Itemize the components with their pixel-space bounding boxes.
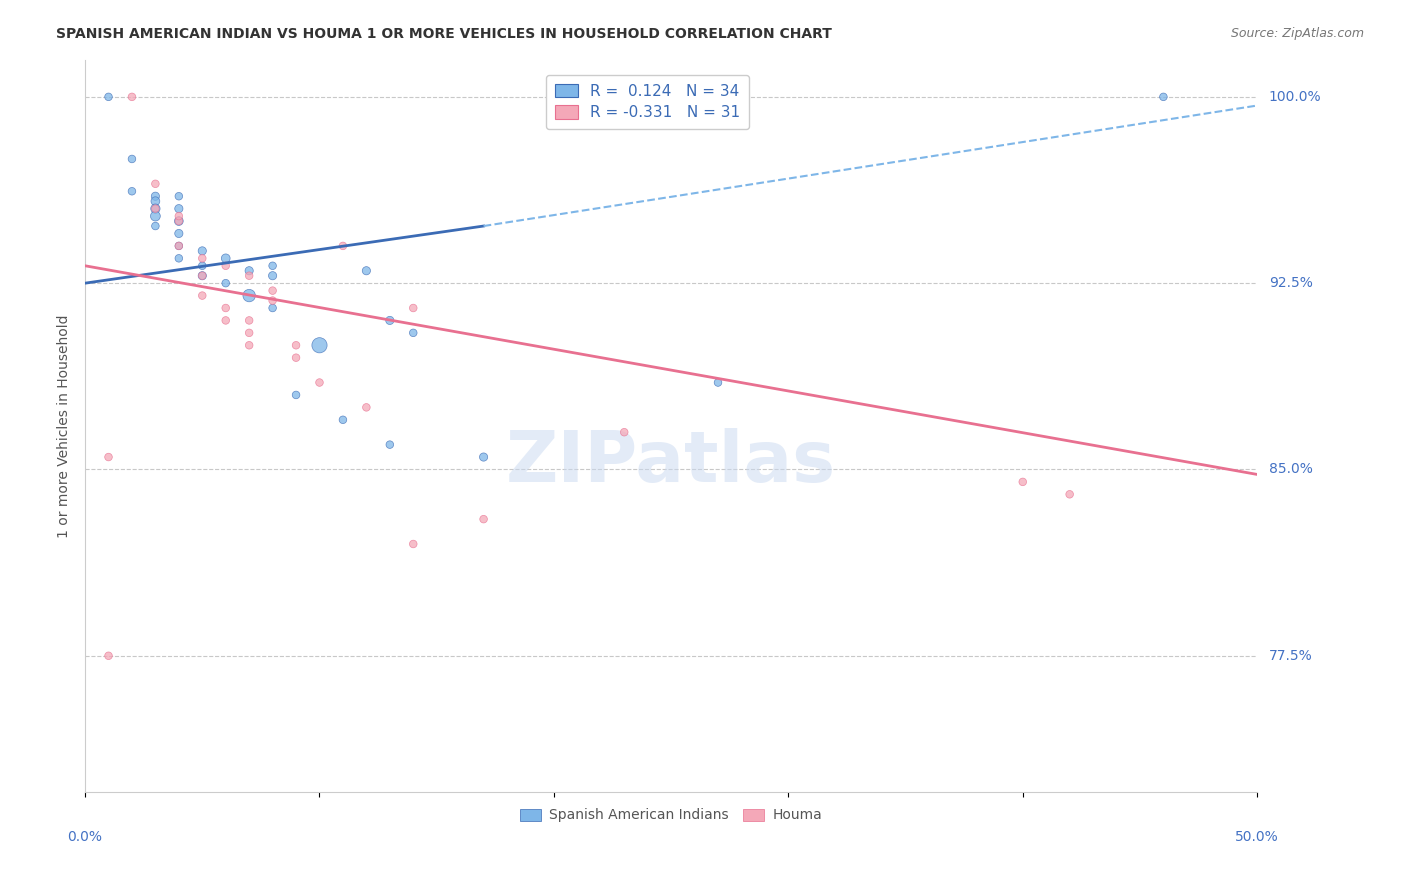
Text: 77.5%: 77.5% (1268, 648, 1313, 663)
Point (238, 264, 260, 278)
Text: 0.0%: 0.0% (67, 830, 103, 844)
Text: Source: ZipAtlas.com: Source: ZipAtlas.com (1230, 27, 1364, 40)
Point (121, 152, 143, 166)
Point (262, 284, 284, 298)
Legend: Spanish American Indians, Houma: Spanish American Indians, Houma (513, 802, 830, 830)
Point (238, 288, 260, 302)
Point (167, 189, 190, 203)
Point (145, 209, 167, 223)
Point (97, 90, 120, 104)
Point (145, 177, 167, 191)
Point (215, 276, 238, 290)
Point (191, 259, 214, 273)
Point (167, 202, 190, 216)
Point (167, 239, 190, 253)
Point (285, 338, 308, 352)
Point (167, 239, 190, 253)
Point (97, 648, 120, 663)
Text: 50.0%: 50.0% (1236, 830, 1279, 844)
Point (97, 450, 120, 464)
Point (215, 313, 238, 327)
Point (308, 338, 330, 352)
Point (145, 194, 167, 209)
Point (308, 376, 330, 390)
Point (167, 214, 190, 228)
Point (332, 413, 354, 427)
Point (262, 293, 284, 308)
Point (167, 209, 190, 223)
Point (145, 219, 167, 233)
Point (145, 189, 167, 203)
Point (472, 512, 495, 526)
Point (262, 268, 284, 283)
Point (262, 259, 284, 273)
Point (378, 437, 401, 451)
Point (191, 244, 214, 258)
Point (145, 202, 167, 216)
Point (215, 252, 238, 266)
Point (167, 252, 190, 266)
Point (402, 301, 425, 315)
Point (191, 268, 214, 283)
Point (191, 268, 214, 283)
Point (238, 338, 260, 352)
Point (191, 288, 214, 302)
Text: 85.0%: 85.0% (1268, 462, 1313, 476)
Point (707, 376, 730, 390)
Point (238, 326, 260, 340)
Point (167, 214, 190, 228)
Point (215, 301, 238, 315)
Point (356, 401, 378, 415)
Point (402, 326, 425, 340)
Point (215, 259, 238, 273)
Point (378, 313, 401, 327)
Point (145, 202, 167, 216)
Point (472, 450, 495, 464)
Point (121, 184, 143, 198)
Text: SPANISH AMERICAN INDIAN VS HOUMA 1 OR MORE VEHICLES IN HOUSEHOLD CORRELATION CHA: SPANISH AMERICAN INDIAN VS HOUMA 1 OR MO… (56, 27, 832, 41)
Point (613, 425, 636, 440)
Point (285, 388, 308, 402)
Point (167, 227, 190, 241)
Text: 92.5%: 92.5% (1268, 277, 1313, 290)
Point (1011, 475, 1033, 489)
Y-axis label: 1 or more Vehicles in Household: 1 or more Vehicles in Household (58, 314, 72, 538)
Point (402, 537, 425, 551)
Point (191, 252, 214, 266)
Point (332, 239, 354, 253)
Point (121, 90, 143, 104)
Point (238, 268, 260, 283)
Point (285, 351, 308, 365)
Point (356, 264, 378, 278)
Point (1152, 90, 1174, 104)
Text: ZIPatlas: ZIPatlas (506, 428, 837, 497)
Point (262, 301, 284, 315)
Point (1059, 487, 1081, 501)
Text: 100.0%: 100.0% (1268, 90, 1322, 103)
Point (238, 313, 260, 327)
